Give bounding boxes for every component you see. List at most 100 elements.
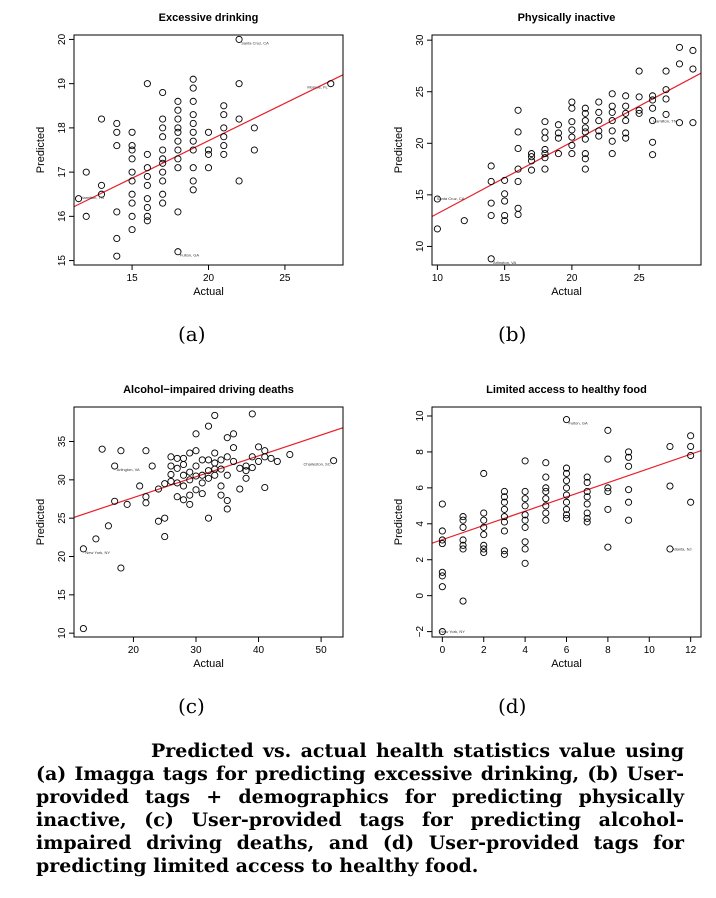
- y-tick-label: 6: [415, 485, 426, 491]
- x-axis-label: Actual: [551, 286, 582, 298]
- data-point: [514, 210, 522, 219]
- y-tick-label: 20: [57, 33, 68, 45]
- y-tick-label: 15: [57, 255, 68, 267]
- data-point: [111, 497, 119, 505]
- sublabel-a: (a): [178, 322, 206, 346]
- data-point: [521, 502, 529, 510]
- sublabel-c: (c): [178, 694, 205, 718]
- data-point: [113, 128, 121, 136]
- data-point: [581, 117, 589, 125]
- data-point: [179, 454, 188, 462]
- plot-frame: [431, 34, 702, 266]
- data-point: [595, 117, 603, 125]
- data-point: [459, 545, 467, 553]
- data-point: [143, 217, 151, 225]
- data-point: [174, 248, 182, 256]
- data-point: [500, 550, 508, 558]
- data-point: [98, 445, 106, 453]
- data-point: [113, 252, 121, 260]
- chart-a: Excessive drinking 15 20 25 15 16 17 18 19 20 Actu…: [35, 12, 344, 298]
- data-point: [689, 46, 697, 55]
- data-point: [143, 80, 151, 88]
- data-point: [542, 459, 550, 467]
- data-point: [142, 499, 150, 507]
- y-tick-label: 15: [415, 189, 426, 201]
- data-point: [583, 500, 591, 508]
- data-point: [459, 513, 467, 521]
- y-axis-label: Predicted: [393, 127, 405, 173]
- data-point: [250, 124, 258, 132]
- x-tick-label: 10: [644, 645, 656, 656]
- y-tick-label: 30: [415, 34, 426, 46]
- data-point: [542, 484, 550, 492]
- data-point: [173, 479, 181, 487]
- data-point: [159, 155, 167, 163]
- data-point: [161, 514, 169, 522]
- data-point: [541, 154, 549, 162]
- data-point: [521, 511, 529, 519]
- data-point: [97, 181, 106, 189]
- y-tick-label: 0: [415, 592, 426, 598]
- data-point: [113, 234, 121, 243]
- data-point: [521, 487, 529, 496]
- data-point: [608, 108, 616, 116]
- chart-panel-b: Physically inactive 10 15 20 25 10 15 20 25 30 Act…: [358, 0, 716, 300]
- data-point: [242, 474, 250, 482]
- data-point: [229, 444, 238, 452]
- data-point: [625, 448, 633, 456]
- y-tick-label: 17: [57, 166, 68, 178]
- data-point: [562, 511, 571, 519]
- data-point: [480, 541, 488, 549]
- data-point: [527, 157, 536, 165]
- data-point: [687, 442, 695, 451]
- data-point: [562, 416, 571, 424]
- data-point: [261, 447, 269, 455]
- data-point: [649, 96, 657, 104]
- data-point: [142, 493, 150, 501]
- x-tick-label: 25: [279, 273, 291, 284]
- data-point: [541, 150, 549, 158]
- data-point: [480, 531, 488, 539]
- data-point: [438, 572, 446, 580]
- data-point: [687, 432, 695, 440]
- data-point: [608, 127, 616, 135]
- figure-caption: Predicted vs. actual health statistics v…: [36, 740, 684, 877]
- data-point: [635, 67, 643, 75]
- data-point: [460, 217, 468, 225]
- data-point: [514, 204, 522, 212]
- data-point: [687, 498, 695, 506]
- data-point: [581, 165, 589, 173]
- data-point: [521, 516, 529, 524]
- data-point: [220, 124, 228, 132]
- data-point: [113, 119, 121, 128]
- data-point: [159, 199, 167, 207]
- data-point: [542, 487, 550, 496]
- fit-line: [432, 72, 701, 218]
- data-point: [174, 164, 182, 172]
- data-point: [514, 106, 522, 114]
- data-point: [229, 457, 238, 465]
- data-point: [211, 411, 219, 419]
- data-point: [189, 111, 197, 119]
- data-point: [204, 164, 213, 172]
- data-point: [174, 146, 182, 154]
- data-point: [223, 496, 231, 505]
- data-point: [128, 212, 136, 220]
- data-point: [167, 470, 175, 479]
- data-point: [438, 568, 446, 576]
- chart-b: Physically inactive 10 15 20 25 10 15 20 25 30 Act…: [393, 12, 702, 298]
- chart-panel-d: Limited access to healthy food 0 2 4 6 8 10 12 −…: [358, 372, 716, 672]
- y-tick-label: 30: [57, 474, 68, 486]
- data-point: [204, 456, 213, 464]
- point-annotation: Santa Cruz, CA: [437, 196, 465, 201]
- data-point: [554, 150, 562, 158]
- data-point: [117, 447, 125, 455]
- y-tick-label: 15: [57, 589, 68, 601]
- fit-line: [432, 450, 701, 544]
- data-point: [583, 518, 591, 526]
- data-point: [217, 491, 225, 499]
- data-point: [198, 490, 206, 498]
- data-point: [568, 98, 576, 106]
- data-point: [583, 478, 591, 487]
- x-tick-label: 30: [190, 645, 202, 656]
